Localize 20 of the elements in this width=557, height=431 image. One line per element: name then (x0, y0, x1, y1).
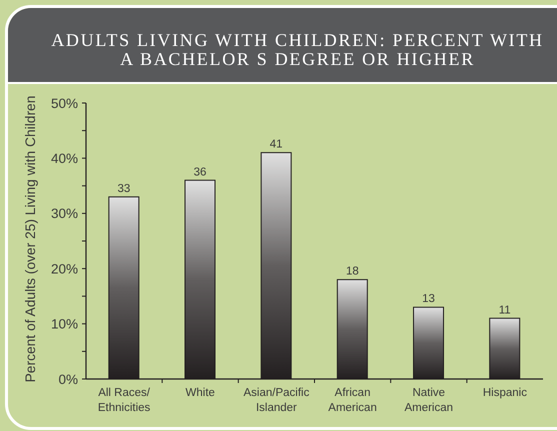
data-label: 41 (270, 138, 283, 151)
data-label: 18 (346, 266, 359, 278)
y-tick-label: 0% (58, 372, 78, 387)
y-tick-label: 40% (50, 150, 78, 166)
y-tick-label: 20% (50, 261, 78, 276)
x-tick-label: All Races/ Ethnicities (98, 387, 151, 414)
x-tick-label: Native American (404, 387, 454, 414)
chart-title: ADULTS LIVING WITH CHILDREN: PERCENT WITH A BACHELOR S DEGREE OR HIGHER (50, 30, 545, 69)
y-tick-label: 30% (50, 206, 78, 222)
data-label: 36 (194, 166, 206, 178)
y-axis-title: Percent of Adults (over 25) Living with Children (23, 94, 39, 384)
y-tick-label: 10% (50, 316, 78, 332)
data-label: 13 (422, 293, 435, 306)
x-tick-label: African American (328, 387, 377, 414)
x-tick-label: Hispanic (482, 387, 528, 400)
data-label: 11 (498, 304, 511, 316)
x-tick-label: White (186, 387, 215, 400)
x-tick-label: Asian/Pacific Islander (243, 387, 310, 414)
y-tick-label: 50% (50, 96, 78, 111)
data-label: 33 (117, 182, 130, 195)
